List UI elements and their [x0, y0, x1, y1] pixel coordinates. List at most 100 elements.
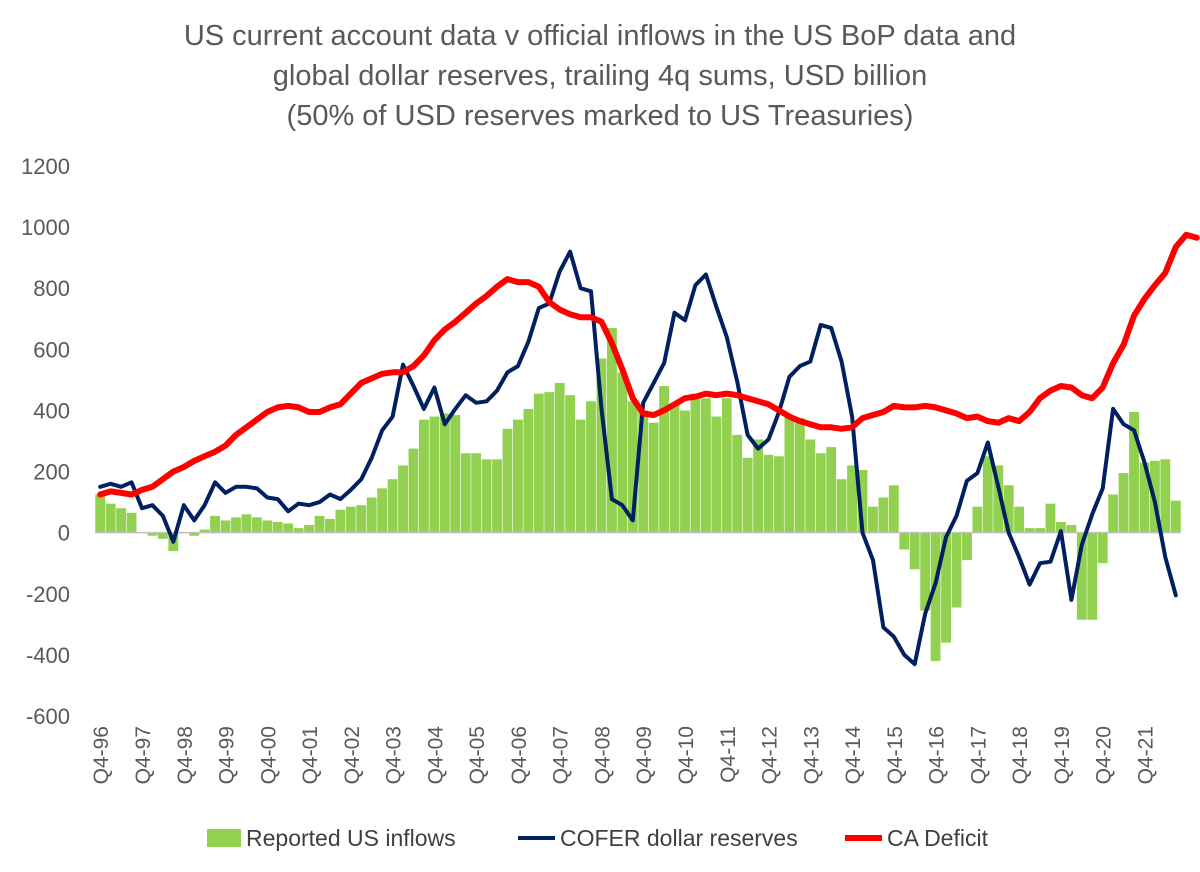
x-tick-label: Q4-21: [1134, 726, 1157, 784]
bar-reported-us-inflows: [962, 532, 972, 561]
bar-reported-us-inflows: [763, 454, 774, 533]
y-axis-ticks: -600 -400 -200 0 200 400 600 800 1000 1200: [21, 154, 70, 729]
bar-reported-us-inflows: [815, 453, 826, 533]
bars-reported-us-inflows: [95, 327, 1181, 661]
bar-reported-us-inflows: [523, 408, 534, 533]
bar-reported-us-inflows: [544, 392, 555, 533]
bar-reported-us-inflows: [627, 401, 638, 533]
bar-reported-us-inflows: [805, 439, 816, 533]
bar-reported-us-inflows: [481, 459, 492, 533]
bar-reported-us-inflows: [398, 465, 408, 533]
legend-label-ca-deficit: CA Deficit: [887, 825, 989, 851]
bar-reported-us-inflows: [732, 434, 743, 533]
bar-reported-us-inflows: [1097, 532, 1108, 564]
bar-reported-us-inflows: [909, 532, 920, 570]
bar-reported-us-inflows: [157, 532, 168, 539]
x-tick-label: Q4-05: [466, 726, 489, 784]
bar-reported-us-inflows: [794, 418, 805, 533]
bar-reported-us-inflows: [199, 529, 210, 533]
bar-reported-us-inflows: [951, 532, 962, 608]
bar-reported-us-inflows: [1129, 411, 1139, 533]
line-ca-deficit: [97, 231, 1200, 498]
bar-reported-us-inflows: [659, 386, 670, 533]
y-tick-label: 800: [33, 276, 70, 301]
bar-reported-us-inflows: [293, 528, 304, 533]
bar-reported-us-inflows: [868, 506, 878, 533]
bar-reported-us-inflows: [1045, 503, 1056, 533]
bar-reported-us-inflows: [314, 515, 325, 533]
bar-reported-us-inflows: [304, 525, 314, 533]
bar-reported-us-inflows: [1014, 506, 1025, 533]
x-tick-label: Q4-20: [1093, 726, 1116, 784]
bar-reported-us-inflows: [648, 422, 659, 533]
x-tick-label: Q4-01: [299, 726, 322, 784]
bar-reported-us-inflows: [554, 382, 565, 533]
bar-reported-us-inflows: [575, 419, 586, 533]
line-cofer-dollar-reserves: [98, 249, 1178, 667]
x-tick-label: Q4-19: [1051, 726, 1074, 784]
bar-reported-us-inflows: [429, 416, 440, 533]
bar-reported-us-inflows: [606, 327, 617, 533]
y-tick-label: 0: [58, 521, 70, 546]
bar-reported-us-inflows: [147, 532, 158, 536]
bar-reported-us-inflows: [972, 506, 983, 533]
chart-title-line-2: global dollar reserves, trailing 4q sums…: [272, 60, 928, 92]
x-tick-label: Q4-98: [174, 726, 197, 784]
bar-reported-us-inflows: [993, 465, 1004, 533]
bar-reported-us-inflows: [1160, 459, 1171, 533]
bar-reported-us-inflows: [366, 497, 377, 533]
y-tick-label: 600: [33, 337, 70, 362]
chart-title-line-1: US current account data v official inflo…: [183, 20, 1017, 52]
bar-reported-us-inflows: [471, 453, 482, 533]
y-tick-label: -400: [26, 643, 70, 668]
y-tick-label: -200: [26, 582, 70, 607]
y-tick-label: 1000: [21, 215, 70, 240]
bar-reported-us-inflows: [784, 416, 795, 533]
bar-reported-us-inflows: [408, 448, 419, 533]
bar-reported-us-inflows: [251, 517, 262, 533]
x-tick-label: Q4-99: [216, 726, 239, 784]
bar-reported-us-inflows: [492, 459, 502, 533]
bar-reported-us-inflows: [899, 532, 910, 550]
bar-reported-us-inflows: [836, 479, 847, 533]
bar-reported-us-inflows: [126, 512, 137, 533]
x-tick-label: Q4-06: [508, 726, 531, 784]
bar-reported-us-inflows: [941, 532, 951, 643]
bar-reported-us-inflows: [1055, 521, 1066, 533]
bar-reported-us-inflows: [419, 419, 429, 533]
x-axis-ticks: Q4-96 Q4-97 Q4-98 Q4-99 Q4-00 Q4-01 Q4-02 Q4-03…: [90, 726, 1157, 785]
bar-reported-us-inflows: [387, 479, 398, 533]
bar-reported-us-inflows: [1118, 473, 1129, 533]
bar-reported-us-inflows: [930, 532, 941, 661]
bar-reported-us-inflows: [377, 488, 388, 533]
x-tick-label: Q4-11: [717, 726, 740, 783]
x-tick-label: Q4-15: [884, 726, 907, 784]
bar-reported-us-inflows: [638, 410, 649, 533]
legend-label-reported-us-inflows: Reported US inflows: [246, 825, 456, 851]
bar-reported-us-inflows: [1139, 462, 1150, 533]
x-tick-label: Q4-07: [550, 726, 573, 784]
x-tick-label: Q4-03: [383, 726, 406, 784]
bar-reported-us-inflows: [220, 520, 231, 533]
bar-reported-us-inflows: [847, 465, 857, 533]
x-tick-label: Q4-14: [842, 726, 865, 785]
bar-reported-us-inflows: [742, 457, 753, 533]
bar-reported-us-inflows: [116, 508, 127, 533]
bar-reported-us-inflows: [680, 410, 690, 533]
chart-title-line-3: (50% of USD reserves marked to US Treasu…: [286, 100, 914, 132]
bar-reported-us-inflows: [1035, 528, 1045, 533]
bar-reported-us-inflows: [450, 415, 461, 533]
bar-reported-us-inflows: [878, 497, 889, 533]
bar-reported-us-inflows: [439, 413, 450, 533]
bar-reported-us-inflows: [1066, 525, 1077, 533]
bar-reported-us-inflows: [669, 404, 680, 533]
x-tick-label: Q4-08: [591, 726, 614, 784]
x-tick-label: Q4-02: [341, 726, 364, 784]
y-tick-label: -600: [26, 704, 70, 729]
x-tick-label: Q4-96: [90, 726, 113, 784]
bar-reported-us-inflows: [210, 515, 221, 533]
bar-reported-us-inflows: [586, 401, 596, 533]
bar-reported-us-inflows: [189, 532, 200, 536]
